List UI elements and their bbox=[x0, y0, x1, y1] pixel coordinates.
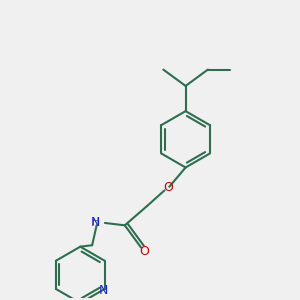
Text: N: N bbox=[91, 216, 101, 229]
Text: O: O bbox=[164, 181, 173, 194]
Text: O: O bbox=[139, 244, 149, 258]
Text: H: H bbox=[92, 218, 100, 227]
Text: N: N bbox=[98, 284, 108, 297]
